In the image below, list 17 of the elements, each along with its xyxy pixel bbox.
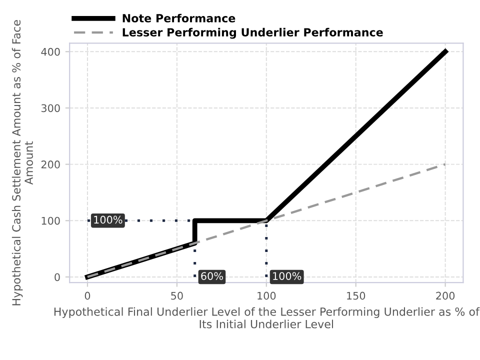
annotation: 100%	[94, 216, 122, 224]
x-axis-title: Hypothetical Final Underlier Level of the Lesser Performing Underlier as % of Its Initial Underlier Level	[54, 307, 480, 328]
annotation: 100%	[273, 272, 302, 280]
annotation: 60%	[201, 272, 223, 280]
legend-label: Note Performance	[122, 14, 236, 22]
x-tick-label: 0	[84, 292, 90, 300]
y-tick-label: 200	[41, 160, 60, 168]
x-tick-label: 50	[171, 292, 183, 300]
y-tick-label: 0	[54, 273, 60, 282]
y-tick-label: 100	[42, 216, 60, 225]
legend-label: Lesser Performing Underlier Performance	[122, 28, 383, 39]
x-tick-label: 200	[436, 292, 455, 300]
y-axis-title: Hypothetical Cash Settlement Amount as % of Face Amount	[12, 20, 33, 306]
x-tick-label: 100	[258, 292, 276, 300]
y-tick-label: 400	[41, 48, 60, 56]
x-tick-label: 150	[347, 292, 366, 300]
y-tick-label: 300	[41, 104, 60, 112]
